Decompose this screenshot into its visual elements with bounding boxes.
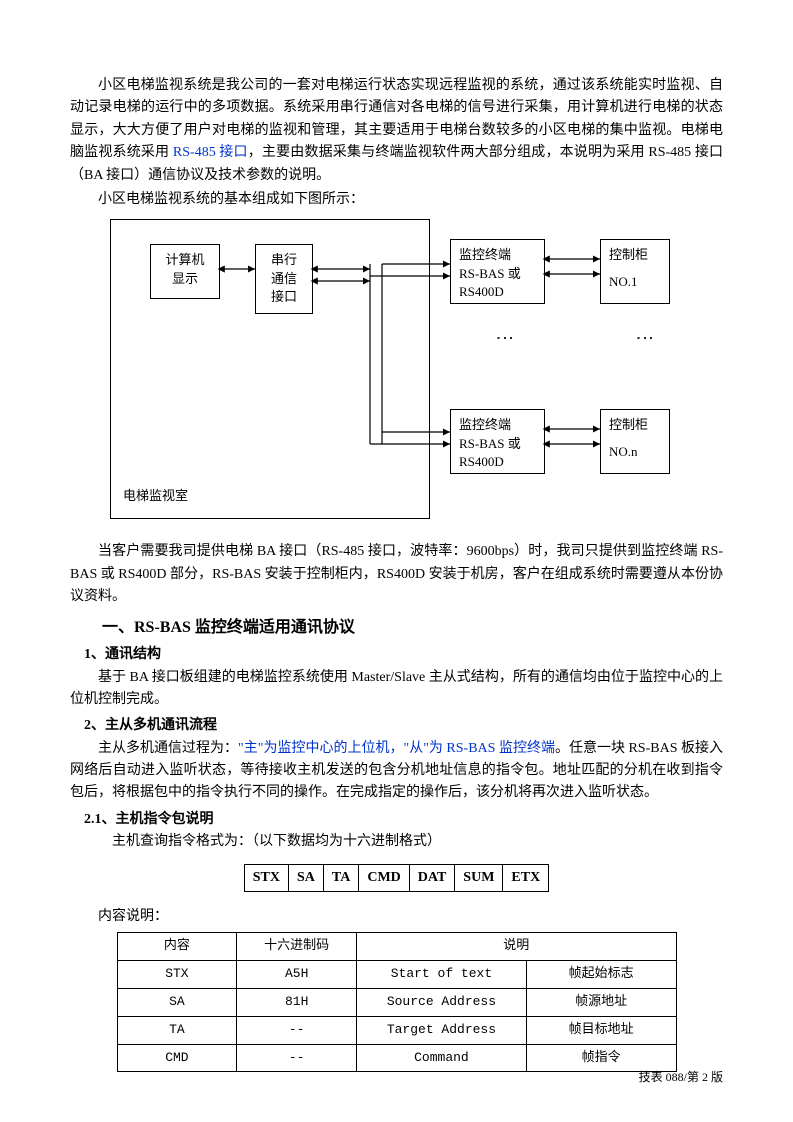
subheading-2-1: 2.1、主机指令包说明: [70, 809, 723, 831]
intro-paragraph-1: 小区电梯监视系统是我公司的一套对电梯运行状态实现远程监视的系统，通过该系统能实时…: [70, 75, 723, 187]
table-cell: 帧起始标志: [526, 961, 676, 989]
page-footer: 技表 088/第 2 版: [639, 1068, 723, 1087]
table-row: CMD--Command帧指令: [117, 1044, 676, 1072]
table-cell: Start of text: [357, 961, 527, 989]
table-cell: Command: [357, 1044, 527, 1072]
table-cell: --: [237, 1044, 357, 1072]
cmd-field: SUM: [455, 864, 503, 891]
cmd-field: CMD: [359, 864, 409, 891]
table-cell: Source Address: [357, 989, 527, 1017]
intro-link-rs485: RS-485 接口: [173, 145, 248, 160]
section-heading-1: 一、RS-BAS 监控终端适用通讯协议: [70, 615, 723, 641]
body-paragraph-3: 当客户需要我司提供电梯 BA 接口（RS-485 接口，波特率：9600bps）…: [70, 541, 723, 608]
table-cell: --: [237, 1016, 357, 1044]
desc-header-row: 内容十六进制码说明: [117, 933, 676, 961]
table-cell: TA: [117, 1016, 237, 1044]
table-row: STXA5HStart of text帧起始标志: [117, 961, 676, 989]
body-paragraph-6: 主机查询指令格式为：（以下数据均为十六进制格式）: [70, 831, 723, 853]
table-cell: A5H: [237, 961, 357, 989]
body-paragraph-4: 基于 BA 接口板组建的电梯监控系统使用 Master/Slave 主从式结构，…: [70, 667, 723, 712]
table-cell: 帧目标地址: [526, 1016, 676, 1044]
table-cell: SA: [117, 989, 237, 1017]
table-row: SA81HSource Address帧源地址: [117, 989, 676, 1017]
table-cell: CMD: [117, 1044, 237, 1072]
cmd-field: TA: [323, 864, 358, 891]
intro-paragraph-2: 小区电梯监视系统的基本组成如下图所示：: [70, 189, 723, 211]
subheading-2: 2、主从多机通讯流程: [70, 715, 723, 737]
description-table: 内容十六进制码说明 STXA5HStart of text帧起始标志SA81HS…: [117, 932, 677, 1072]
table-row: TA--Target Address帧目标地址: [117, 1016, 676, 1044]
diagram-connectors: [110, 219, 710, 529]
command-format-table: STXSATACMDDATSUMETX: [244, 864, 549, 892]
master-slave-highlight: "主"为监控中心的上位机，"从"为 RS-BAS 监控终端: [238, 741, 555, 756]
cmd-field: STX: [244, 864, 288, 891]
table-cell: STX: [117, 961, 237, 989]
subheading-1: 1、通讯结构: [70, 644, 723, 666]
cmd-field: DAT: [409, 864, 455, 891]
body-paragraph-5: 主从多机通信过程为："主"为监控中心的上位机，"从"为 RS-BAS 监控终端。…: [70, 738, 723, 805]
desc-table-label: 内容说明：: [70, 906, 723, 928]
cmd-field: SA: [289, 864, 324, 891]
table-cell: 帧源地址: [526, 989, 676, 1017]
system-diagram: 电梯监视室 计算机显示 串行通信接口 监控终端RS-BAS 或RS400D 控制…: [110, 219, 710, 529]
table-cell: 81H: [237, 989, 357, 1017]
table-cell: Target Address: [357, 1016, 527, 1044]
cmd-field: ETX: [503, 864, 549, 891]
